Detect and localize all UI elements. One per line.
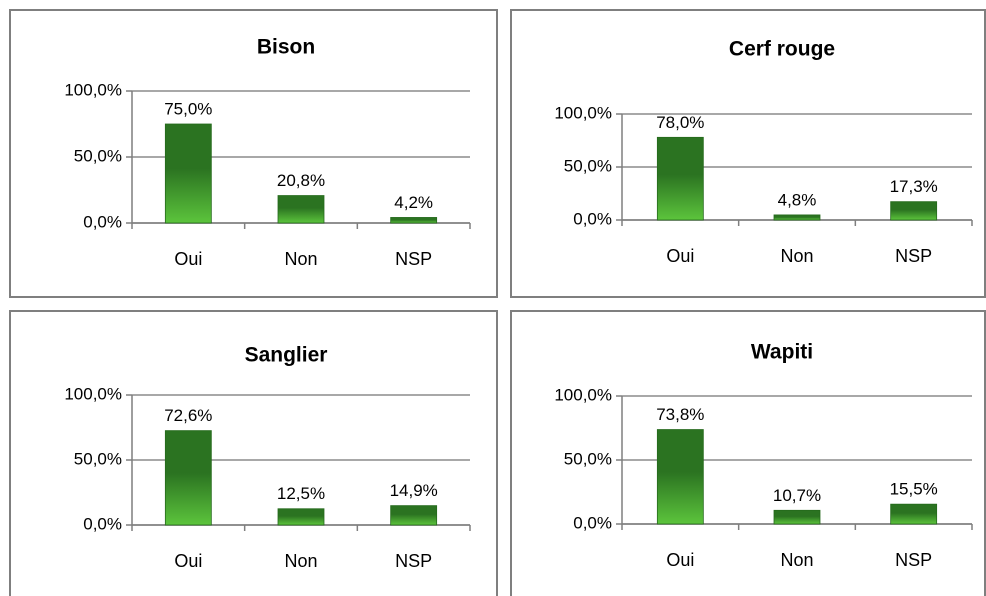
bar [390, 217, 438, 224]
value-label: 15,5% [890, 480, 938, 499]
x-tick-label: NSP [895, 550, 932, 570]
x-tick-label: Non [780, 550, 813, 570]
x-tick-label: Oui [666, 550, 694, 570]
x-tick-label: NSP [395, 551, 432, 571]
x-tick-label: Non [284, 551, 317, 571]
panel-border [9, 9, 498, 298]
chart-title: Wapiti [751, 341, 813, 364]
bar [277, 508, 325, 526]
y-tick-label: 0,0% [83, 212, 122, 231]
value-label: 14,9% [390, 481, 438, 500]
bar [773, 509, 821, 525]
y-tick-label: 100,0% [554, 385, 612, 404]
y-tick-label: 50,0% [74, 449, 122, 468]
y-tick-label: 50,0% [564, 156, 612, 175]
y-tick-label: 100,0% [554, 103, 612, 122]
y-tick-label: 0,0% [573, 209, 612, 228]
chart-panel: Sanglier 0,0% 50,0% 100,0% 72,6% Oui 12,5% Non 1… [9, 310, 498, 596]
chart-panel: Wapiti 0,0% 50,0% 100,0% 73,8% Oui 10,7% Non 15,… [510, 310, 986, 596]
x-tick-label: Oui [174, 249, 202, 269]
bar [390, 505, 438, 526]
y-tick-label: 100,0% [64, 384, 122, 403]
bar [890, 503, 938, 525]
bar [277, 195, 325, 224]
x-tick-label: NSP [895, 246, 932, 266]
value-label: 17,3% [890, 177, 938, 196]
bar [773, 214, 821, 221]
chart-title: Bison [257, 36, 315, 59]
y-tick-label: 100,0% [64, 80, 122, 99]
value-label: 12,5% [277, 484, 325, 503]
bar [656, 429, 704, 525]
value-label: 4,2% [394, 193, 433, 212]
x-tick-label: Oui [666, 246, 694, 266]
bar [164, 123, 212, 224]
value-label: 72,6% [164, 406, 212, 425]
chart-title: Sanglier [245, 344, 328, 367]
value-label: 73,8% [656, 405, 704, 424]
y-tick-label: 50,0% [564, 449, 612, 468]
chart-panel: Bison 0,0% 50,0% 100,0% 75,0% Oui 20,8% Non 4,2%… [9, 9, 498, 298]
bar [890, 201, 938, 221]
value-label: 10,7% [773, 486, 821, 505]
x-tick-label: Oui [174, 551, 202, 571]
y-tick-label: 0,0% [83, 514, 122, 533]
bar [164, 430, 212, 526]
chart-panel: Cerf rouge 0,0% 50,0% 100,0% 78,0% Oui 4,8% Non… [510, 9, 986, 298]
chart-title: Cerf rouge [729, 38, 835, 61]
value-label: 4,8% [778, 190, 817, 209]
bar [656, 136, 704, 221]
value-label: 20,8% [277, 171, 325, 190]
value-label: 75,0% [164, 99, 212, 118]
panel-border [9, 310, 498, 596]
value-label: 78,0% [656, 113, 704, 132]
x-tick-label: Non [780, 246, 813, 266]
x-tick-label: NSP [395, 249, 432, 269]
x-tick-label: Non [284, 249, 317, 269]
panel-border [510, 9, 986, 298]
panel-border [510, 310, 986, 596]
y-tick-label: 0,0% [573, 513, 612, 532]
y-tick-label: 50,0% [74, 146, 122, 165]
